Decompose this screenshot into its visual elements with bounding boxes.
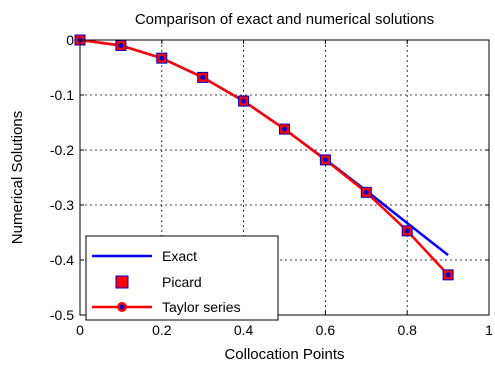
x-tick-label: 0.8 — [397, 322, 417, 338]
taylor-series-marker — [445, 272, 451, 278]
x-axis-label: Collocation Points — [224, 346, 344, 363]
taylor-series-marker — [200, 74, 206, 80]
taylor-series-marker — [322, 157, 328, 163]
tick-layer: 0 0.2 0.4 0.6 0.8 1 0 -0.1 -0.2 -0.3 -0.4 -0.5 — [50, 32, 493, 338]
taylor-series-marker — [363, 189, 369, 195]
taylor-series-marker — [282, 126, 287, 132]
x-tick-label: 1 — [485, 322, 493, 338]
x-tick-label: 0 — [76, 322, 84, 338]
taylor-series-marker — [241, 98, 247, 104]
y-tick-label: -0.4 — [50, 252, 74, 268]
series-layer — [74, 34, 454, 281]
taylor-series-marker — [118, 43, 124, 48]
chart-title: Comparison of exact and numerical soluti… — [135, 11, 434, 28]
legend-swatch-picard — [115, 275, 129, 289]
y-axis-label: Numerical Solutions — [9, 111, 26, 244]
grid-layer — [80, 40, 489, 315]
x-tick-label: 0.2 — [152, 322, 172, 338]
legend-label-picard: Picard — [162, 274, 202, 290]
legend-label-exact: Exact — [162, 248, 197, 264]
y-tick-label: -0.2 — [50, 142, 74, 158]
y-tick-label: -0.5 — [50, 307, 74, 323]
x-tick-label: 0.6 — [316, 322, 336, 338]
legend-label-taylor-series: Taylor series — [162, 299, 241, 315]
taylor-series-marker — [404, 228, 410, 234]
series-line-taylor-series — [79, 38, 450, 276]
legend-swatch-taylor-series-dot — [119, 304, 125, 310]
y-tick-label: 0 — [66, 32, 74, 48]
x-tick-label: 0.4 — [234, 322, 254, 338]
y-tick-label: -0.1 — [50, 87, 74, 103]
legend-entries: Exact Picard Taylor series — [92, 248, 241, 315]
taylor-series-marker — [159, 55, 165, 61]
y-tick-label: -0.3 — [50, 197, 74, 213]
legend: Exact Picard Taylor series — [85, 235, 279, 321]
plot-frame — [79, 39, 490, 316]
